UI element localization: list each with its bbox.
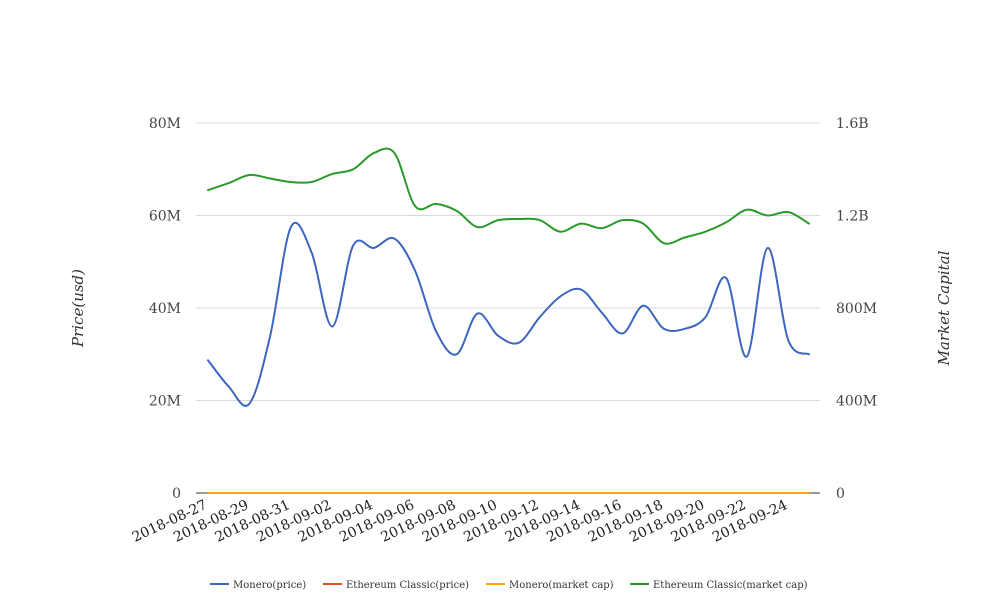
right-tick-label: 800M bbox=[836, 301, 877, 317]
left-tick-label: 60M bbox=[149, 209, 181, 225]
legend-label: Monero(price) bbox=[233, 580, 306, 591]
legend-item: Ethereum Classic(price) bbox=[323, 580, 469, 591]
right-axis-title: Market Capital bbox=[935, 250, 953, 366]
left-tick-label: 40M bbox=[149, 301, 181, 317]
legend-label: Monero(market cap) bbox=[509, 580, 614, 591]
right-axis-ticks: 0 400M 800M 1.2B 1.6B bbox=[836, 116, 877, 502]
legend-label: Ethereum Classic(market cap) bbox=[653, 580, 808, 591]
right-tick-label: 0 bbox=[836, 486, 845, 502]
right-tick-label: 400M bbox=[836, 394, 877, 410]
series-line-0 bbox=[207, 221, 810, 407]
series-lines bbox=[207, 147, 810, 495]
left-tick-label: 20M bbox=[149, 394, 181, 410]
left-tick-label: 80M bbox=[149, 116, 181, 132]
legend-item: Monero(price) bbox=[210, 580, 306, 591]
legend: Monero(price) Ethereum Classic(price) Mone… bbox=[210, 580, 808, 591]
x-axis-ticks: 2018-08-272018-08-292018-08-312018-09-02… bbox=[130, 497, 790, 546]
legend-label: Ethereum Classic(price) bbox=[346, 580, 469, 591]
left-axis-ticks: 0 20M 40M 60M 80M bbox=[149, 116, 181, 502]
right-tick-label: 1.6B bbox=[836, 116, 869, 132]
series-line-3 bbox=[207, 147, 810, 245]
right-tick-label: 1.2B bbox=[836, 209, 869, 225]
legend-item: Ethereum Classic(market cap) bbox=[630, 580, 808, 591]
left-axis-title: Price(usd) bbox=[69, 269, 87, 348]
legend-item: Monero(market cap) bbox=[486, 580, 614, 591]
gridlines bbox=[196, 122, 820, 494]
left-tick-label: 0 bbox=[172, 486, 181, 502]
